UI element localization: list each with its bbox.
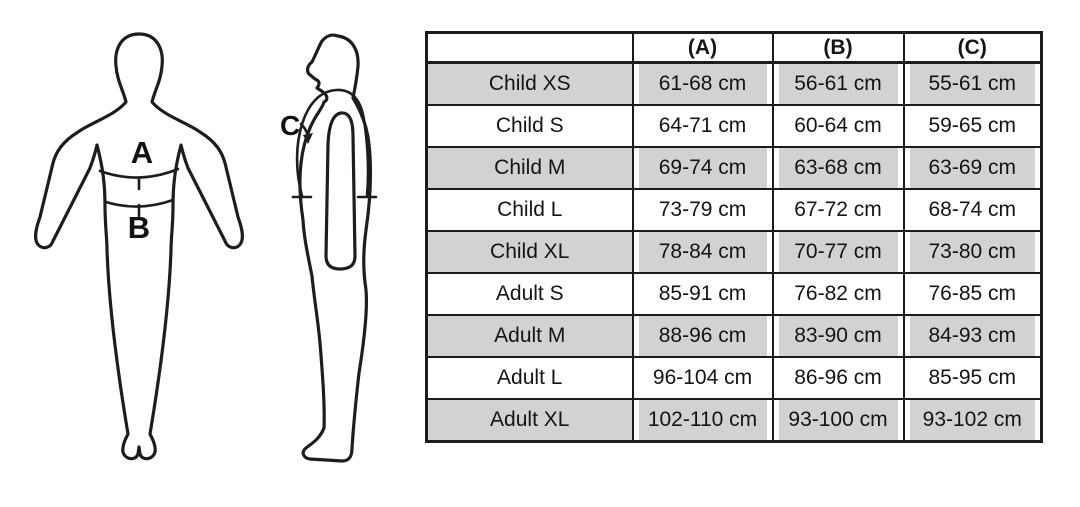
measurement-b-cell: 86-96 cm [771, 356, 905, 400]
measurement-a-cell: 102-110 cm [631, 398, 774, 443]
header-measurement-a: (A) [631, 31, 774, 64]
size-cell: Child S [425, 104, 634, 148]
header-measurement-c: (C) [902, 31, 1043, 64]
measurement-b-cell: 56-61 cm [771, 61, 905, 106]
measurement-b-cell: 76-82 cm [771, 272, 905, 316]
table-row: Adult L 96-104 cm 86-96 cm 85-95 cm [425, 356, 1043, 400]
measurement-a-cell: 69-74 cm [631, 146, 774, 190]
measurement-a-cell: 64-71 cm [631, 104, 774, 148]
table-row: Child L 73-79 cm 67-72 cm 68-74 cm [425, 188, 1043, 232]
measurement-c-cell: 63-69 cm [902, 146, 1043, 190]
table-header-row: (A) (B) (C) [425, 31, 1043, 64]
measurement-b-cell: 60-64 cm [771, 104, 905, 148]
measurement-b-cell: 70-77 cm [771, 230, 905, 274]
front-body-outline [33, 32, 245, 461]
size-chart-table: (A) (B) (C) Child XS 61-68 cm 56-61 cm 5… [425, 31, 1043, 443]
table-row: Child M 69-74 cm 63-68 cm 63-69 cm [425, 146, 1043, 190]
back-length-measurement-line-c [291, 88, 378, 199]
size-cell: Child XS [425, 61, 634, 106]
table-row: Child XS 61-68 cm 56-61 cm 55-61 cm [425, 61, 1043, 106]
measurement-b-cell: 67-72 cm [771, 188, 905, 232]
measurement-a-cell: 88-96 cm [631, 314, 774, 358]
measurement-a-cell: 85-91 cm [631, 272, 774, 316]
table-row: Adult S 85-91 cm 76-82 cm 76-85 cm [425, 272, 1043, 316]
size-cell: Child L [425, 188, 634, 232]
size-cell: Adult M [425, 314, 634, 358]
size-cell: Adult XL [425, 398, 634, 443]
measurement-c-cell: 68-74 cm [902, 188, 1043, 232]
table-row: Adult XL 102-110 cm 93-100 cm 93-102 cm [425, 398, 1043, 443]
size-cell: Adult S [425, 272, 634, 316]
measurement-b-cell: 93-100 cm [771, 398, 905, 443]
table-row: Child S 64-71 cm 60-64 cm 59-65 cm [425, 104, 1043, 148]
measurement-b-cell: 83-90 cm [771, 314, 905, 358]
side-view-figure-diagram: C [280, 33, 378, 463]
table-row: Adult M 88-96 cm 83-90 cm 84-93 cm [425, 314, 1043, 358]
side-body-outline [298, 33, 373, 463]
header-measurement-b: (B) [771, 31, 905, 64]
measurement-label-c: C [280, 110, 300, 141]
measurement-c-cell: 73-80 cm [902, 230, 1043, 274]
measurement-label-b: B [128, 210, 150, 245]
label-c-arrowhead [303, 133, 313, 144]
measurement-a-cell: 61-68 cm [631, 61, 774, 106]
measurement-c-cell: 59-65 cm [902, 104, 1043, 148]
measurement-c-cell: 85-95 cm [902, 356, 1043, 400]
size-cell: Child XL [425, 230, 634, 274]
measurement-a-cell: 96-104 cm [631, 356, 774, 400]
chest-measurement-line-a [98, 167, 180, 191]
measurement-c-cell: 76-85 cm [902, 272, 1043, 316]
size-cell: Adult L [425, 356, 634, 400]
header-size-column [425, 31, 634, 64]
side-arm-outline [324, 111, 357, 271]
measurement-a-cell: 78-84 cm [631, 230, 774, 274]
measurement-c-cell: 84-93 cm [902, 314, 1043, 358]
waist-measurement-line-b [104, 198, 175, 218]
measurement-a-cell: 73-79 cm [631, 188, 774, 232]
measurement-c-cell: 55-61 cm [902, 61, 1043, 106]
measurement-c-cell: 93-102 cm [902, 398, 1043, 443]
size-cell: Child M [425, 146, 634, 190]
measurement-label-a: A [131, 135, 153, 170]
table-row: Child XL 78-84 cm 70-77 cm 73-80 cm [425, 230, 1043, 274]
rear-view-figure-diagram: A B [33, 32, 245, 461]
measurement-b-cell: 63-68 cm [771, 146, 905, 190]
